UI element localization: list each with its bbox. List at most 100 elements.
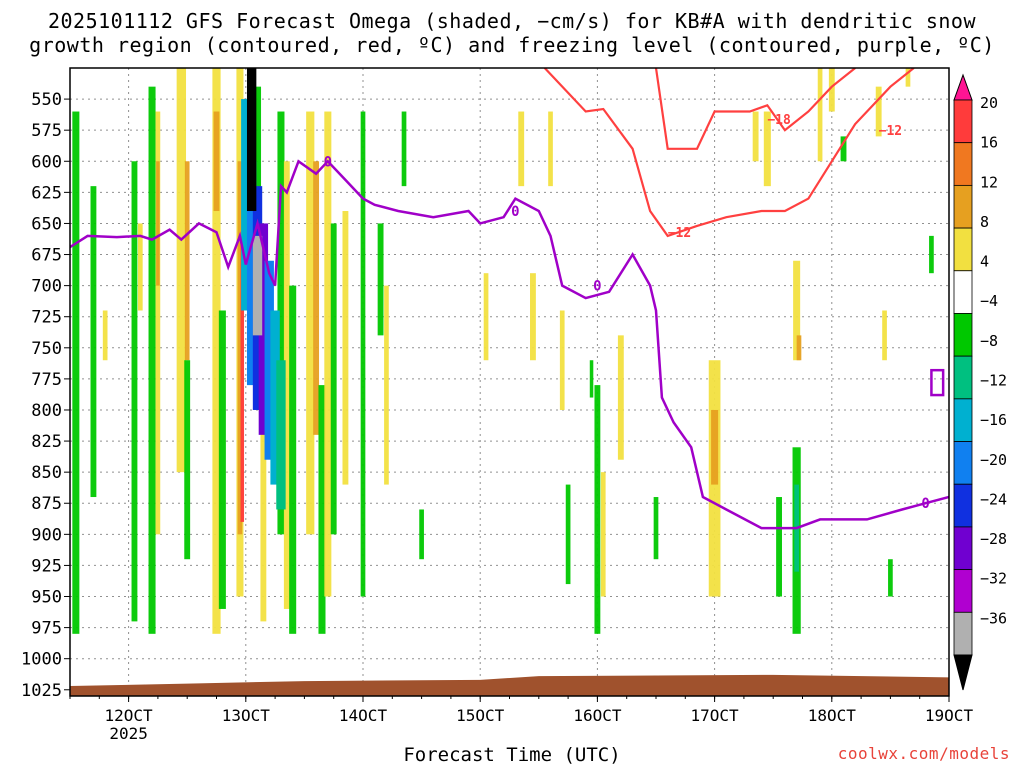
omega-streak [929, 235, 934, 274]
omega-streak [617, 335, 624, 460]
colorbar-label: 4 [980, 253, 989, 271]
omega-streak [289, 285, 297, 634]
colorbar-label: −32 [980, 570, 1007, 588]
omega-streak [318, 385, 326, 634]
chart-title-line-1: 2025101112 GFS Forecast Omega (shaded, −… [47, 9, 977, 33]
omega-streak [796, 335, 802, 361]
omega-streak [377, 223, 384, 336]
omega-streak [90, 186, 97, 498]
y-tick-label: 550 [31, 90, 62, 110]
freezing-level-label: 0 [593, 279, 601, 295]
omega-streak [483, 273, 489, 361]
omega-streak [905, 68, 911, 87]
colorbar-label: 8 [980, 213, 989, 231]
contours: 0 0 0 0 −12 −12 −18 [70, 68, 949, 530]
y-tick-label: 925 [31, 556, 62, 576]
y-tick-label: 600 [31, 152, 62, 172]
omega-streak [324, 111, 332, 597]
x-tick-label: 18OCT [808, 706, 857, 725]
colorbar-label: −12 [980, 372, 1007, 390]
omega-streak [384, 285, 389, 485]
dgz-label: −12 [668, 226, 691, 241]
colorbar-segment [953, 611, 973, 656]
colorbar-segment [953, 142, 973, 186]
colorbar-segment [953, 184, 973, 229]
freezing-level-label: 0 [511, 204, 519, 220]
dgz-label: −12 [879, 124, 902, 139]
y-tick-label: 850 [31, 463, 62, 483]
omega-streak [653, 497, 659, 560]
chart-grid [70, 68, 950, 696]
omega-core [252, 235, 263, 336]
omega-streak [875, 86, 882, 137]
omega-streak [530, 273, 536, 361]
y-tick-label: 725 [31, 308, 62, 328]
y-tick-label: 1000 [21, 650, 62, 670]
colorbar-segment [953, 526, 973, 571]
omega-streak [330, 223, 337, 535]
colorbar-segment [953, 313, 973, 357]
omega-streak [176, 68, 187, 473]
omega-streak [148, 86, 156, 634]
x-axis: 12OCT 13OCT 14OCT 15OCT 16OCT 17OCT 18OCT 19OCT… [69, 696, 973, 743]
omega-streak [313, 161, 320, 435]
omega-core [270, 310, 280, 485]
omega-shading [72, 68, 934, 634]
omega-streak [342, 211, 349, 485]
omega-streak [752, 111, 759, 162]
y-tick-label: 825 [31, 432, 62, 452]
omega-streak [548, 111, 553, 187]
omega-streak [260, 360, 267, 622]
freezing-level-label: 0 [921, 496, 929, 512]
colorbar-label: −8 [980, 332, 998, 350]
y-tick-label: 975 [31, 619, 62, 639]
x-tick-label: 13OCT [222, 706, 271, 725]
colorbar-label: −16 [980, 411, 1007, 429]
colorbar-label: −24 [980, 490, 1007, 508]
omega-streak [763, 111, 771, 187]
omega-streak [277, 111, 285, 535]
omega-streak [518, 111, 525, 187]
omega-streak [828, 68, 835, 112]
x-tick-label: 17OCT [691, 706, 740, 725]
omega-streak [156, 161, 160, 286]
omega-streak [184, 360, 191, 560]
y-tick-label: 675 [31, 246, 62, 266]
colorbar-segment [953, 398, 973, 442]
y-tick-label: 625 [31, 183, 62, 203]
freezing-level-closed-contour [930, 368, 945, 397]
y-tick-label: 900 [31, 525, 62, 545]
dgz-label: −18 [767, 113, 791, 128]
dgz-minus12-line [543, 68, 915, 238]
omega-streak [306, 111, 315, 535]
dgz-minus18-line [654, 68, 856, 150]
omega-streak [184, 161, 190, 361]
plot-frame [69, 67, 950, 697]
omega-streak [102, 310, 108, 361]
omega-streak [817, 68, 823, 162]
colorbar-label: −20 [980, 451, 1007, 469]
omega-streak [594, 385, 601, 634]
x-year-label: 2025 [109, 724, 148, 743]
y-tick-label: 575 [31, 121, 62, 141]
omega-streak [360, 111, 366, 597]
omega-streak [565, 484, 571, 585]
y-tick-label: 775 [31, 370, 62, 390]
chart-title-line-2: growth region (contoured, red, ºC) and f… [29, 33, 995, 57]
y-tick-label: 700 [31, 277, 62, 297]
x-tick-label: 15OCT [456, 706, 505, 725]
terrain-fill [70, 674, 949, 696]
freezing-level-line [70, 159, 949, 530]
omega-core [246, 161, 257, 386]
omega-streak [155, 111, 161, 535]
omega-streak [131, 161, 138, 622]
omega-streak [888, 559, 893, 597]
omega-core [258, 223, 269, 435]
omega-streak [212, 68, 221, 634]
colorbar-label: 20 [980, 94, 998, 112]
x-tick-label: 14OCT [339, 706, 388, 725]
omega-streak [218, 310, 226, 609]
omega-streak [237, 161, 243, 535]
omega-core [246, 68, 257, 212]
omega-streak [793, 260, 801, 361]
